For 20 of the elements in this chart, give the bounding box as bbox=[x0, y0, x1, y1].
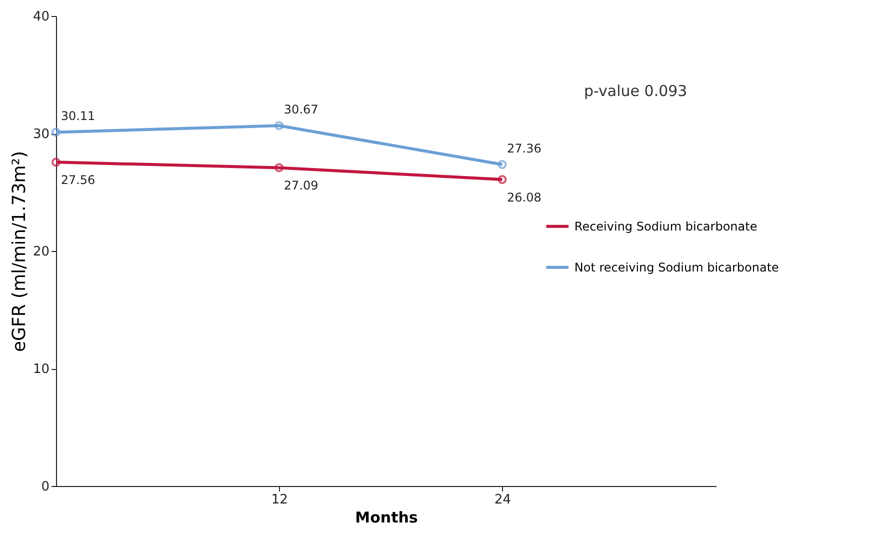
legend-label: Receiving Sodium bicarbonate bbox=[574, 219, 758, 234]
y-tick-label: 30 bbox=[32, 127, 50, 142]
y-tick-label: 0 bbox=[41, 480, 50, 494]
x-tick-label: 12 bbox=[271, 492, 288, 508]
point bbox=[274, 163, 284, 172]
y-tick-label: 40 bbox=[32, 10, 50, 24]
y-tick-label: 10 bbox=[32, 362, 50, 377]
x-axis-title: Months bbox=[355, 508, 418, 526]
point bbox=[274, 121, 284, 130]
data-label: 30.11 bbox=[60, 109, 96, 124]
y-tick-label: 20 bbox=[32, 244, 50, 260]
annotation: p-value 0.093 bbox=[584, 82, 688, 100]
data-label: 27.36 bbox=[507, 142, 542, 156]
data-label: 30.67 bbox=[284, 102, 318, 117]
x-tick-label: 24 bbox=[494, 492, 511, 508]
legend-label: Not receiving Sodium bicarbonate bbox=[574, 260, 779, 274]
data-label: 26.08 bbox=[507, 190, 542, 205]
y-axis-title: eGFR (ml/min/1.73m²) bbox=[8, 150, 30, 352]
data-label: 27.09 bbox=[284, 178, 318, 193]
data-label: 27.56 bbox=[60, 173, 96, 188]
